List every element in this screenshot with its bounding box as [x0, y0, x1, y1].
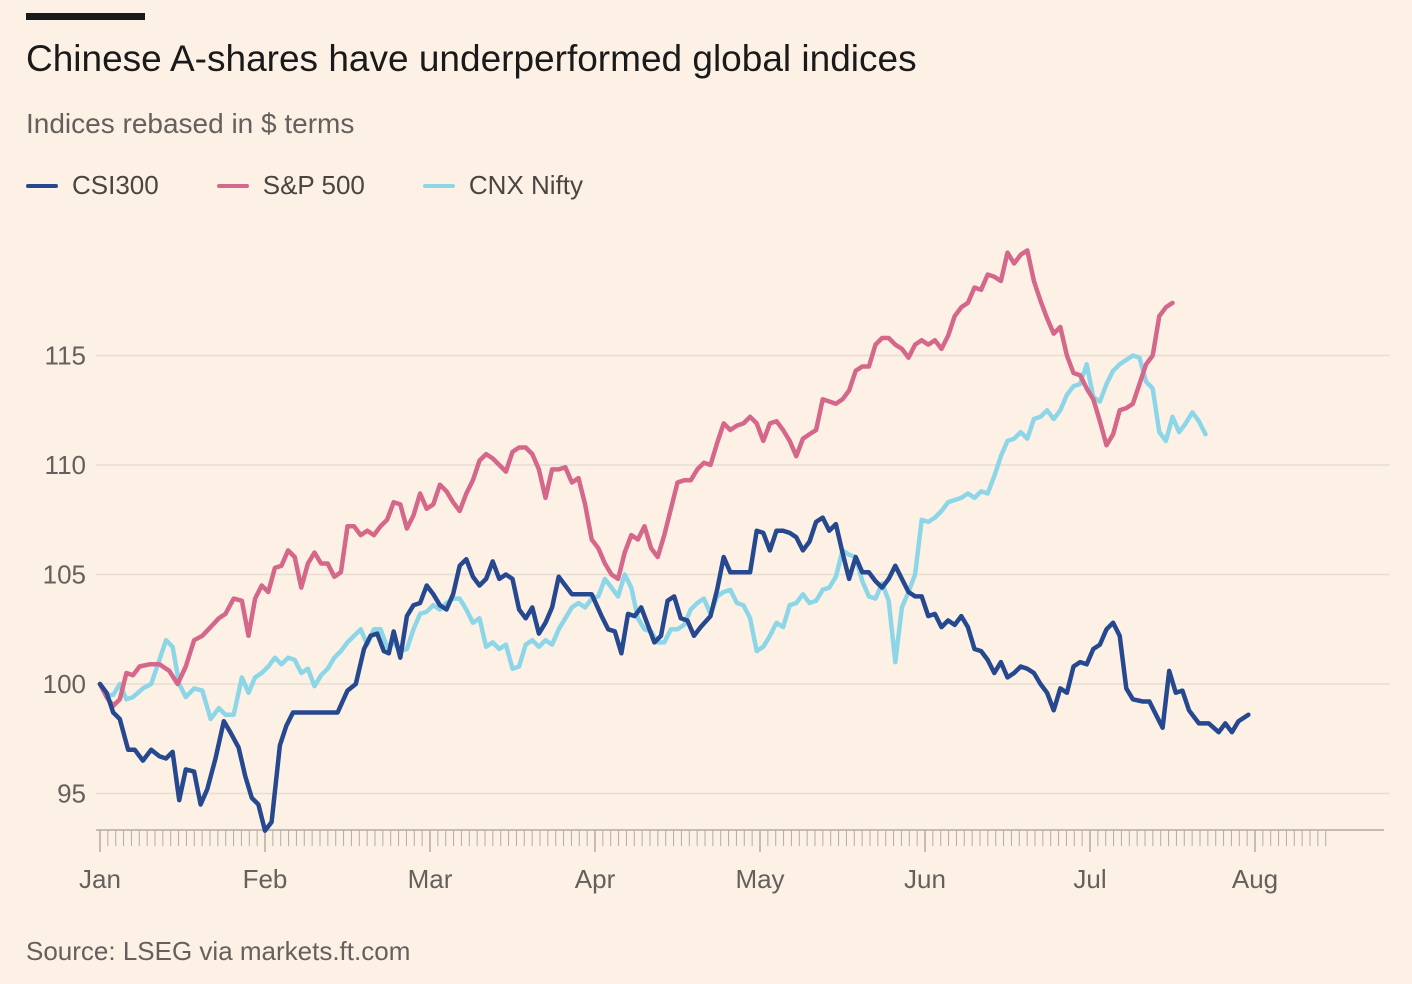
- legend-label-sp500: S&P 500: [262, 170, 365, 200]
- legend-item-csi300: CSI300: [26, 170, 159, 201]
- x-tick-label-mar: Mar: [408, 864, 453, 894]
- y-tick-label-100: 100: [43, 669, 86, 699]
- x-tick-label-jun: Jun: [904, 864, 946, 894]
- series-line-csi300: [97, 515, 1251, 833]
- x-tick-label-may: May: [735, 864, 784, 894]
- y-tick-label-105: 105: [43, 560, 86, 590]
- legend-swatch-cnx-nifty: [422, 183, 455, 188]
- source-note: Source: LSEG via markets.ft.com: [26, 936, 411, 966]
- top-rule: [26, 13, 145, 20]
- x-tick-label-jan: Jan: [79, 864, 121, 894]
- legend: CSI300 S&P 500 CNX Nifty: [26, 170, 641, 201]
- y-tick-label-95: 95: [57, 779, 86, 809]
- series-line-s-p-500: [97, 248, 1175, 709]
- legend-item-cnx-nifty: CNX Nifty: [422, 170, 584, 201]
- y-tick-label-110: 110: [45, 450, 86, 480]
- y-tick-label-115: 115: [45, 341, 86, 371]
- series-line-cnx-nifty: [97, 353, 1208, 722]
- chart-title: Chinese A-shares have underperformed glo…: [26, 38, 917, 79]
- legend-label-cnx-nifty: CNX Nifty: [468, 170, 584, 200]
- x-tick-label-apr: Apr: [575, 864, 616, 894]
- legend-item-sp500: S&P 500: [216, 170, 365, 201]
- x-tick-label-aug: Aug: [1232, 864, 1278, 894]
- legend-swatch-csi300: [26, 183, 58, 188]
- legend-swatch-sp500: [216, 183, 249, 188]
- x-tick-label-jul: Jul: [1073, 864, 1106, 894]
- chart-subtitle: Indices rebased in $ terms: [26, 108, 355, 139]
- x-tick-label-feb: Feb: [243, 864, 288, 894]
- legend-label-csi300: CSI300: [72, 170, 159, 200]
